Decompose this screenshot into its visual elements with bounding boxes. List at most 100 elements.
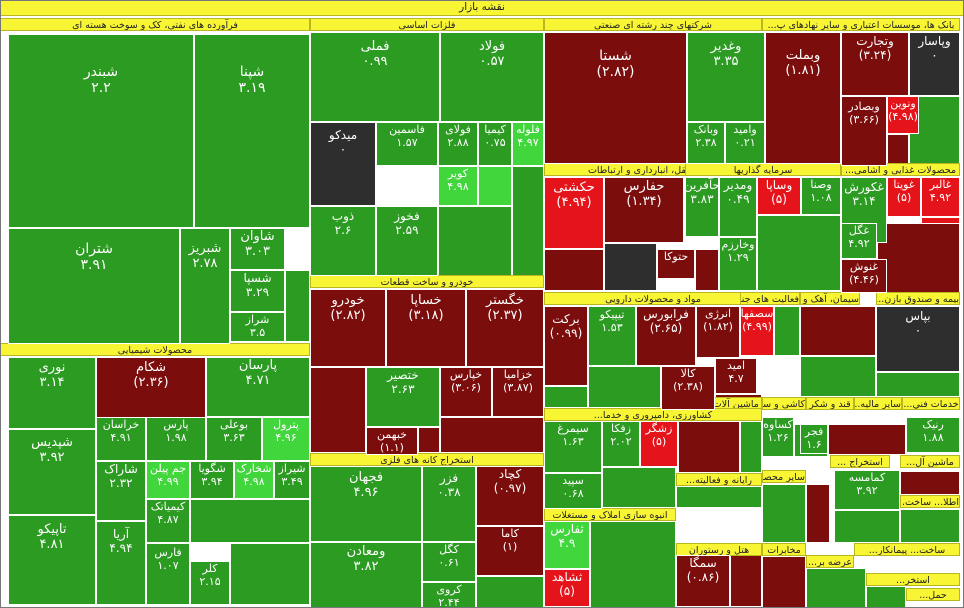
- tile-غگل[interactable]: غگل ۴.۹۲: [841, 223, 877, 259]
- tile-شراز[interactable]: شراز ۳.۵: [230, 312, 285, 342]
- tile-حکشتی[interactable]: حکشتی (۴.۹۴): [544, 177, 604, 249]
- small-tile[interactable]: [762, 484, 806, 543]
- tile-شسپا[interactable]: شسپا ۳.۲۹: [230, 270, 285, 312]
- small-tile[interactable]: [190, 499, 310, 543]
- small-tile[interactable]: [588, 366, 661, 408]
- small-tile[interactable]: [478, 166, 512, 206]
- tile-کمامسه[interactable]: کمامسه ۳.۹۲: [834, 470, 900, 510]
- tile-فاسمین[interactable]: فاسمین ۱.۵۷: [376, 122, 438, 166]
- tile-کاما[interactable]: کاما (۱): [476, 526, 544, 576]
- tile-ومعادن[interactable]: ومعادن ۳.۸۲: [310, 542, 422, 608]
- tile-کالا[interactable]: کالا (۲.۳۸): [661, 366, 715, 410]
- tile-وامید[interactable]: وامید ۰.۲۱: [725, 122, 765, 164]
- tile-وبانک[interactable]: وبانک ۲.۳۸: [687, 122, 725, 164]
- small-tile[interactable]: [806, 484, 830, 543]
- tile-کگل[interactable]: کگل ۰.۶۱: [422, 542, 476, 582]
- tile-غالبر[interactable]: غالبر ۴.۹۲: [921, 177, 960, 217]
- small-tile[interactable]: [762, 556, 806, 608]
- small-tile[interactable]: [887, 134, 909, 164]
- tile-وبملت[interactable]: وبملت (۱.۸۱): [765, 32, 841, 164]
- tile-ثفارس[interactable]: ثفارس ۴.۹: [544, 521, 590, 569]
- tile-وصنا[interactable]: وصنا ۱.۰۸: [801, 177, 841, 215]
- tile-فزر[interactable]: فزر ۰.۳۸: [422, 466, 476, 542]
- tile-برکت[interactable]: برکت (۰.۹۹): [544, 306, 588, 386]
- tile-نوری[interactable]: نوری ۳.۱۴: [8, 357, 96, 429]
- tile-سیمرغ[interactable]: سیمرغ ۱.۶۳: [544, 421, 602, 473]
- small-tile[interactable]: [418, 427, 440, 453]
- tile-کیمیا[interactable]: کیمیا ۰.۷۵: [478, 122, 512, 166]
- tile-شیراز[interactable]: شیراز ۳.۴۹: [274, 461, 310, 499]
- tile-کلر[interactable]: کلر ۲.۱۵: [190, 561, 230, 605]
- tile-رنیک[interactable]: رنیک ۱.۸۸: [906, 417, 960, 453]
- small-tile[interactable]: [730, 555, 762, 607]
- tile-حآفرین[interactable]: حآفرین ۳.۸۳: [685, 177, 719, 237]
- tile-امید[interactable]: امید ۴.۷: [715, 358, 757, 394]
- tile-غویتا[interactable]: غویتا (۵): [887, 177, 921, 217]
- small-tile[interactable]: [866, 586, 906, 608]
- tile-شبندر[interactable]: شبندر ۲.۲: [8, 34, 194, 228]
- tile-خراسان[interactable]: خراسان ۴.۹۱: [96, 417, 146, 461]
- small-tile[interactable]: [544, 249, 604, 291]
- small-tile[interactable]: [440, 417, 544, 453]
- tile-غکورش[interactable]: غکورش ۳.۱۴: [841, 177, 887, 243]
- small-tile[interactable]: [877, 223, 960, 293]
- tile-سصفها[interactable]: سصفها (۴.۹۹): [740, 306, 774, 356]
- tile-وپاسار[interactable]: وپاسار ۰: [909, 32, 960, 96]
- tile-بوعلی[interactable]: بوعلی ۳.۶۳: [206, 417, 262, 461]
- small-tile[interactable]: [230, 543, 310, 605]
- tile-غنوش[interactable]: غنوش (۴.۴۶): [841, 259, 887, 293]
- tile-انرژی[interactable]: انرژی (۱.۸۲): [696, 306, 740, 358]
- tile-ذوب[interactable]: ذوب ۲.۶: [310, 206, 376, 276]
- tile-خزامیا[interactable]: خزامیا (۳.۸۷): [492, 367, 544, 417]
- tile-وساپا[interactable]: وساپا (۵): [757, 177, 801, 215]
- tile-میدکو[interactable]: میدکو ۰: [310, 122, 376, 206]
- small-tile[interactable]: [438, 206, 512, 276]
- small-tile[interactable]: [678, 421, 740, 473]
- tile-فجهان[interactable]: فجهان ۴.۹۶: [310, 466, 422, 542]
- small-tile[interactable]: [602, 467, 676, 508]
- tile-فرابورس[interactable]: فرابورس (۲.۶۵): [636, 306, 696, 366]
- tile-کچاد[interactable]: کچاد (۰.۹۷): [476, 466, 544, 526]
- small-tile[interactable]: [800, 306, 876, 356]
- tile-شپنا[interactable]: شپنا ۳.۱۹: [194, 34, 310, 228]
- tile-سپید[interactable]: سپید ۰.۶۸: [544, 473, 602, 509]
- small-tile[interactable]: [774, 306, 800, 356]
- tile-فجر[interactable]: فجر ۱.۶: [800, 424, 828, 454]
- tile-جم پیلن[interactable]: جم پیلن ۴.۹۹: [146, 461, 190, 499]
- tile-شبریز[interactable]: شبریز ۲.۷۸: [180, 228, 230, 344]
- small-tile[interactable]: [544, 386, 588, 408]
- tile-کویر[interactable]: کویر ۴.۹۸: [438, 166, 478, 206]
- tile-خودرو[interactable]: خودرو (۲.۸۲): [310, 289, 386, 367]
- tile-شتران[interactable]: شتران ۳.۹۱: [8, 228, 180, 344]
- tile-شپدیس[interactable]: شپدیس ۳.۹۲: [8, 429, 96, 515]
- tile-ختصیر[interactable]: ختصیر ۲.۶۳: [366, 367, 440, 427]
- tile-فملی[interactable]: فملی ۰.۹۹: [310, 32, 440, 122]
- tile-شاوان[interactable]: شاوان ۳.۰۳: [230, 228, 285, 270]
- small-tile[interactable]: [676, 486, 762, 508]
- tile-ومدیر[interactable]: ومدیر ۰.۴۹: [719, 177, 757, 237]
- tile-وغدیر[interactable]: وغدیر ۳.۳۵: [687, 32, 765, 122]
- small-tile[interactable]: [757, 215, 841, 291]
- tile-حتوکا[interactable]: حتوکا: [657, 249, 695, 279]
- tile-تاپیکو[interactable]: تاپیکو ۴.۸۱: [8, 515, 96, 605]
- small-tile[interactable]: [512, 166, 544, 276]
- tile-فولای[interactable]: فولای ۲.۸۸: [438, 122, 478, 166]
- small-tile[interactable]: [740, 421, 762, 473]
- small-tile[interactable]: [828, 424, 906, 455]
- small-tile[interactable]: [876, 372, 960, 397]
- tile-فلوله[interactable]: فلوله ۴.۹۷: [512, 122, 544, 166]
- tile-بپاس[interactable]: بپاس ۰: [876, 306, 960, 372]
- tile-فخوز[interactable]: فخوز ۲.۵۹: [376, 206, 438, 276]
- tile-وتجارت[interactable]: وتجارت (۳.۲۴): [841, 32, 909, 96]
- small-tile[interactable]: [800, 356, 876, 397]
- tile-کساوه[interactable]: کساوه ۱.۲۶: [762, 417, 794, 457]
- tile-پارس[interactable]: پارس ۱.۹۸: [146, 417, 206, 461]
- tile-وخارزم[interactable]: وخارزم ۱.۲۹: [719, 237, 757, 291]
- tile-پترول[interactable]: پترول ۴.۹۶: [262, 417, 310, 461]
- tile-ونوین[interactable]: ونوین (۴.۹۸): [887, 96, 919, 134]
- small-tile[interactable]: [806, 568, 866, 608]
- tile-آریا[interactable]: آریا ۴.۹۴: [96, 521, 146, 605]
- small-tile[interactable]: [285, 270, 310, 342]
- small-tile[interactable]: [476, 576, 544, 608]
- small-tile[interactable]: [695, 249, 719, 291]
